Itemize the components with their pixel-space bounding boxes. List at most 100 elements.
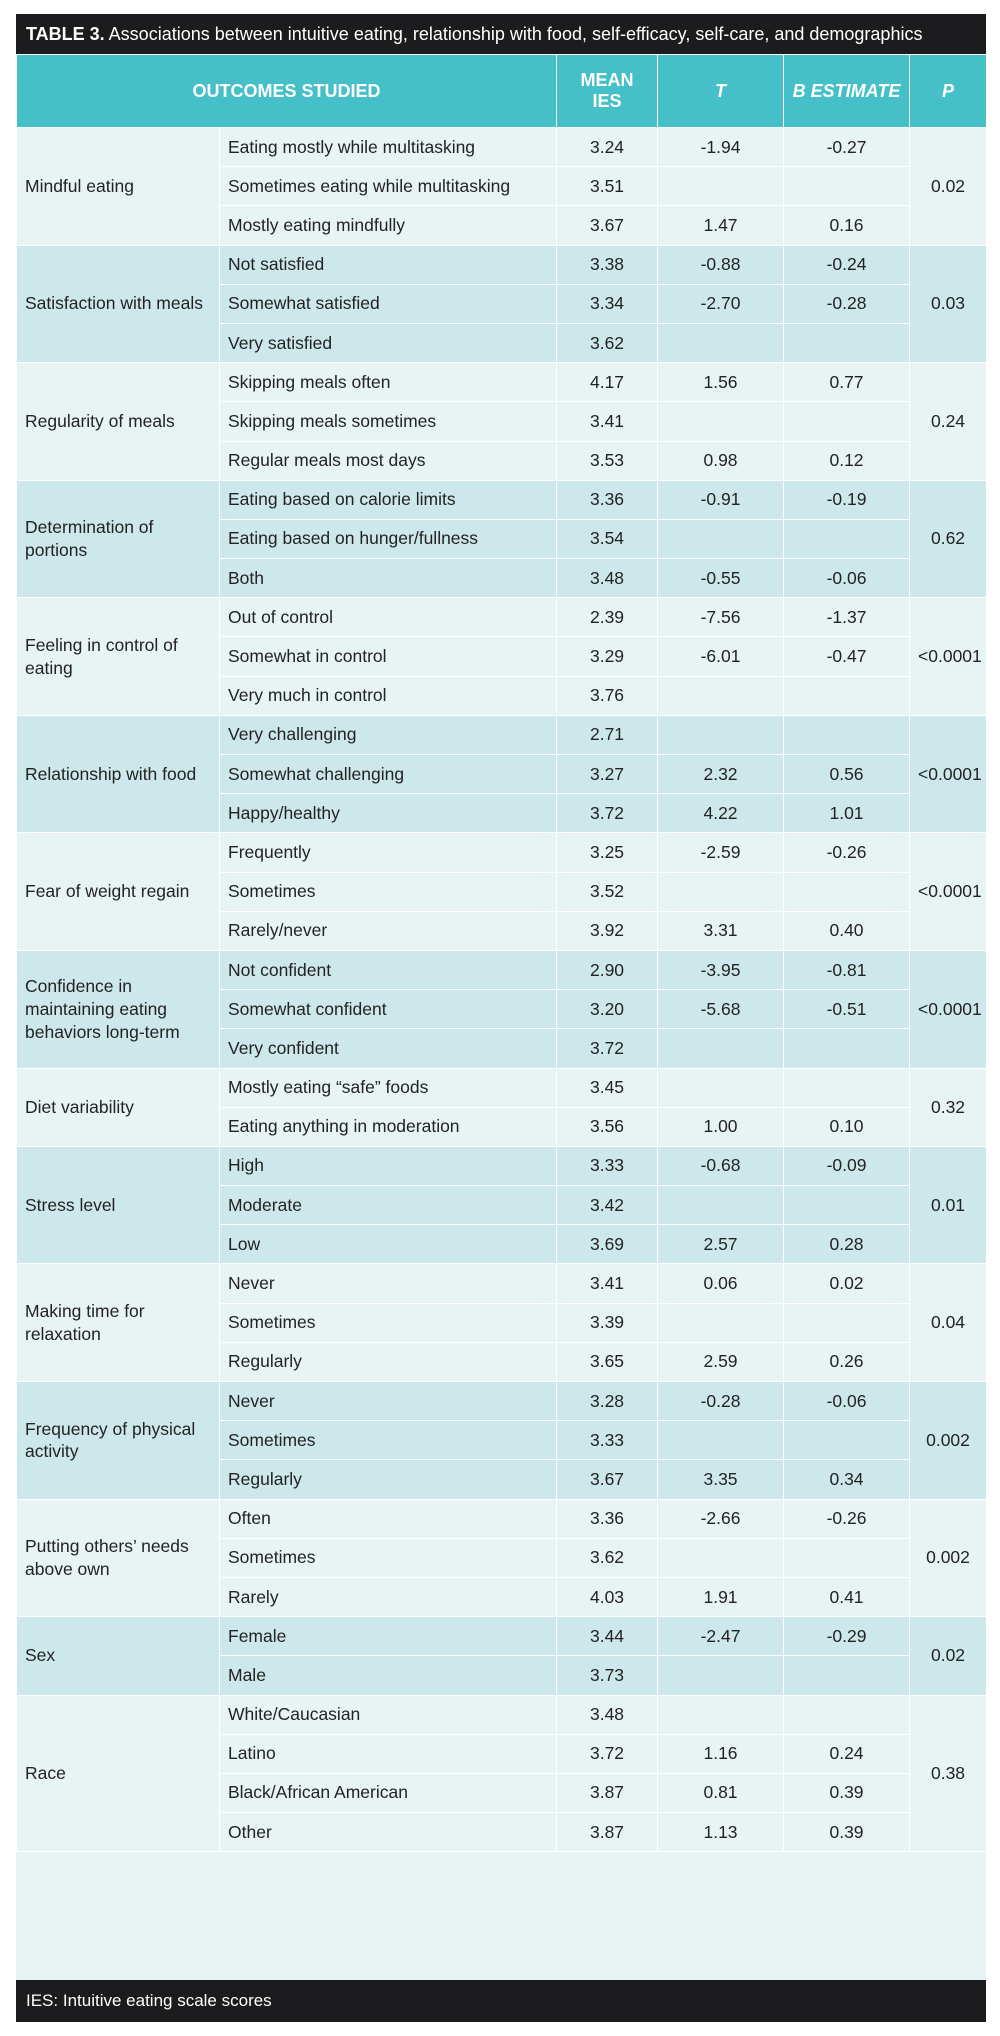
p-value: 0.62 — [909, 479, 988, 599]
t-value — [657, 1537, 785, 1578]
t-value: -0.55 — [657, 558, 785, 599]
b-estimate-value: -1.37 — [783, 597, 911, 638]
outcome-group: Diet variability Mostly eating “safe” foo… — [16, 1067, 988, 1147]
t-value — [657, 1302, 785, 1343]
t-value — [657, 675, 785, 716]
mean-ies-value: 3.33 — [556, 1145, 659, 1187]
b-estimate-value — [783, 322, 911, 364]
response-option: Very satisfied — [218, 322, 558, 364]
table-row: Stress level High 3.33 -0.68 -0.09 0.01 — [16, 1145, 988, 1265]
mean-ies-value: 3.41 — [556, 1263, 659, 1304]
table-row: Sex Female 3.44 -2.47 -0.29 0.02 — [16, 1616, 988, 1696]
mean-ies-value: 3.42 — [556, 1185, 659, 1226]
b-estimate-value: -0.26 — [783, 1498, 911, 1539]
response-option: Female — [218, 1616, 558, 1657]
b-estimate-value: -0.29 — [783, 1616, 911, 1657]
table-row: Latino 3.72 1.16 0.24 — [17, 1733, 987, 1774]
response-option: Rarely/never — [218, 910, 558, 951]
response-option: Somewhat challenging — [218, 753, 558, 795]
t-value: 4.22 — [657, 793, 785, 834]
outcome-group: Confidence in maintaining eating behavio… — [16, 949, 988, 1069]
t-value: -3.95 — [657, 949, 785, 991]
t-value: 2.57 — [657, 1224, 785, 1265]
mean-ies-value: 3.48 — [556, 558, 659, 599]
table-footnote: IES: Intuitive eating scale scores — [16, 1980, 986, 2022]
mean-ies-value: 3.41 — [556, 401, 659, 442]
mean-ies-value: 3.38 — [556, 244, 659, 285]
response-option: Eating based on hunger/fullness — [218, 518, 558, 560]
response-option: Moderate — [218, 1185, 558, 1226]
table-row: Moderate 3.42 — [17, 1185, 987, 1226]
response-option: Rarely — [218, 1576, 558, 1618]
b-estimate-value — [783, 871, 911, 912]
outcome-group: Putting others’ needs above own Often 3.36… — [16, 1498, 988, 1618]
t-value: 1.91 — [657, 1576, 785, 1618]
table-row: Other 3.87 1.13 0.39 — [17, 1812, 987, 1853]
mean-ies-value: 3.36 — [556, 1498, 659, 1539]
t-value: -1.94 — [657, 126, 785, 168]
outcome-category: Sex — [16, 1616, 220, 1696]
table-row: Eating based on hunger/fullness 3.54 — [17, 518, 987, 560]
b-estimate-value: -0.06 — [783, 558, 911, 599]
mean-ies-value: 3.25 — [556, 832, 659, 873]
outcome-category: Race — [16, 1694, 220, 1853]
mean-ies-value: 3.48 — [556, 1694, 659, 1735]
table-row: Sometimes eating while multitasking 3.51 — [17, 166, 987, 207]
response-option: Sometimes — [218, 871, 558, 912]
t-value: 1.00 — [657, 1106, 785, 1147]
response-option: Skipping meals sometimes — [218, 401, 558, 442]
outcome-category: Feeling in control of eating — [16, 597, 220, 716]
mean-ies-value: 3.92 — [556, 910, 659, 951]
t-value: 3.35 — [657, 1459, 785, 1500]
response-option: Eating based on calorie limits — [218, 479, 558, 520]
p-value: <0.0001 — [909, 714, 988, 834]
table-row: Confidence in maintaining eating behavio… — [16, 949, 988, 1069]
outcome-category: Mindful eating — [16, 127, 220, 246]
t-value: -5.68 — [657, 989, 785, 1030]
p-value: 0.002 — [909, 1498, 988, 1618]
table-header: OUTCOMES STUDIED MEAN IES T B ESTIMATE P — [15, 54, 988, 128]
t-value: 2.59 — [657, 1341, 785, 1383]
response-option: Very challenging — [218, 714, 558, 756]
response-option: Black/African American — [218, 1772, 558, 1814]
mean-ies-value: 3.62 — [556, 1537, 659, 1578]
mean-ies-value: 3.51 — [556, 166, 659, 207]
table-row: Frequency of physical activity Never 3.28-… — [16, 1380, 988, 1500]
response-option: Sometimes — [218, 1420, 558, 1461]
mean-ies-value: 3.54 — [556, 518, 659, 560]
response-option: High — [218, 1145, 558, 1187]
t-value — [657, 1694, 785, 1735]
b-estimate-value: 0.77 — [783, 362, 911, 403]
mean-ies-value: 3.73 — [556, 1655, 659, 1696]
table-title: Associations between intuitive eating, r… — [104, 24, 923, 44]
b-estimate-value: -0.06 — [783, 1380, 911, 1422]
t-value: 0.98 — [657, 440, 785, 481]
b-estimate-value — [783, 518, 911, 560]
table-row: Regularity of meals Skipping meals often 4… — [16, 362, 988, 481]
response-option: Never — [218, 1380, 558, 1422]
table-row: Eating anything in moderation 3.56 1.00 0.1… — [17, 1106, 987, 1147]
mean-ies-value: 2.90 — [556, 949, 659, 991]
t-value: -6.01 — [657, 636, 785, 677]
b-estimate-value — [783, 675, 911, 716]
results-table: OUTCOMES STUDIED MEAN IES T B ESTIMATE P… — [15, 54, 988, 1853]
table-row: Somewhat in control 3.29 -6.01 -0.47 — [17, 636, 987, 677]
mean-ies-value: 3.39 — [556, 1302, 659, 1343]
outcome-group: Satisfaction with meals Not satisfied 3.38… — [16, 244, 988, 364]
table-row: Skipping meals sometimes 3.41 — [17, 401, 987, 442]
table-row: Sometimes 3.39 — [17, 1302, 987, 1343]
outcome-category: Frequency of physical activity — [16, 1381, 220, 1500]
t-value: 1.16 — [657, 1733, 785, 1774]
t-value: 0.81 — [657, 1772, 785, 1814]
response-option: Not satisfied — [218, 244, 558, 285]
outcome-group: Mindful eating Eating mostly while multit… — [16, 126, 988, 246]
t-value — [657, 401, 785, 442]
table-row: Somewhat confident 3.20 -5.68 -0.51 — [17, 989, 987, 1030]
mean-ies-value: 4.03 — [556, 1576, 659, 1618]
mean-ies-value: 3.34 — [556, 283, 659, 324]
response-option: Regularly — [218, 1341, 558, 1383]
b-estimate-value — [783, 1302, 911, 1343]
mean-ies-value: 3.33 — [556, 1420, 659, 1461]
b-estimate-value: 0.39 — [783, 1812, 911, 1853]
b-estimate-value: -0.28 — [783, 283, 911, 324]
